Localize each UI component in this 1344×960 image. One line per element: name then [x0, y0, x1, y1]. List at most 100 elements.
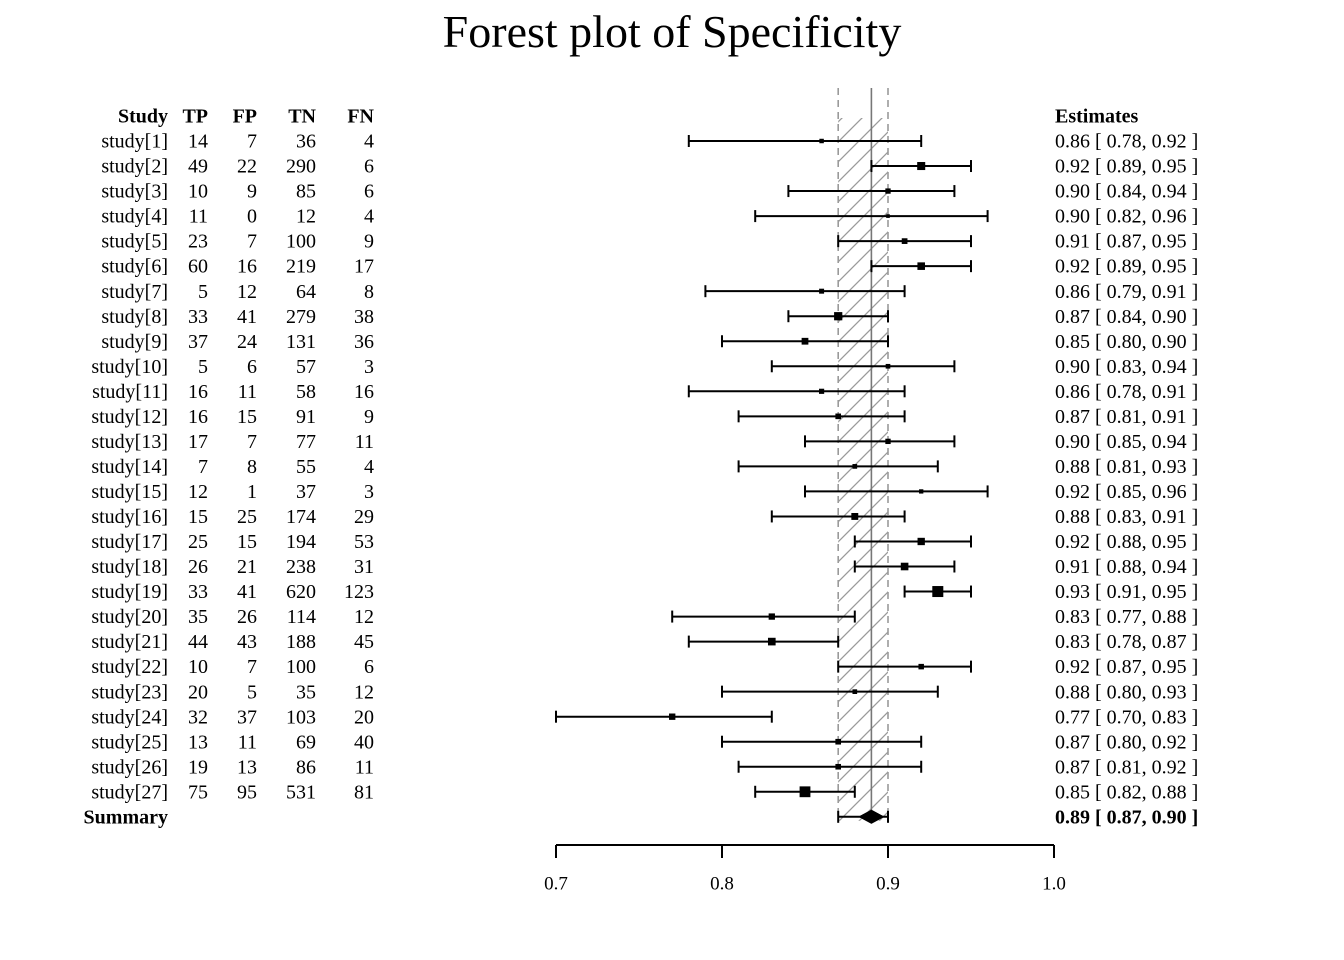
header-tp: TP: [182, 106, 208, 128]
study-estimate-label: 0.88 [ 0.83, 0.91 ]: [1055, 506, 1198, 528]
study-tn: 219: [286, 256, 316, 278]
study-name: study[5]: [101, 231, 168, 253]
point-estimate: [801, 337, 809, 345]
point-estimate: [835, 738, 842, 745]
study-fn: 123: [344, 581, 374, 603]
study-name: study[7]: [101, 281, 168, 303]
study-tp: 7: [198, 456, 208, 478]
study-estimate-label: 0.92 [ 0.89, 0.95 ]: [1055, 256, 1198, 278]
study-tn: 69: [296, 731, 316, 753]
study-fn: 9: [364, 231, 374, 253]
study-tp: 13: [188, 731, 208, 753]
study-fp: 25: [237, 506, 257, 528]
study-tn: 279: [286, 306, 316, 328]
study-estimate-label: 0.93 [ 0.91, 0.95 ]: [1055, 581, 1198, 603]
study-fp: 21: [237, 556, 257, 578]
study-tn: 12: [296, 206, 316, 228]
study-fp: 15: [237, 406, 257, 428]
study-tn: 620: [286, 581, 316, 603]
study-fp: 16: [237, 256, 257, 278]
study-tn: 85: [296, 181, 316, 203]
study-name: study[6]: [101, 256, 168, 278]
x-tick-label: 0.9: [876, 873, 900, 894]
study-tp: 33: [188, 581, 208, 603]
study-tn: 36: [296, 131, 316, 153]
study-estimate-label: 0.87 [ 0.81, 0.92 ]: [1055, 756, 1198, 778]
point-estimate: [835, 413, 842, 420]
study-tn: 531: [286, 781, 316, 803]
study-fp: 37: [237, 706, 257, 728]
study-name: study[21]: [91, 631, 168, 653]
study-tp: 44: [188, 631, 208, 653]
study-name: study[22]: [91, 656, 168, 678]
header-tn: TN: [288, 106, 316, 128]
study-fn: 3: [364, 481, 374, 503]
study-tn: 57: [296, 356, 316, 378]
summary-ci-hatch: [838, 118, 888, 821]
study-tp: 11: [189, 206, 208, 228]
point-estimate: [767, 637, 776, 646]
study-fn: 3: [364, 356, 374, 378]
summary-label: Summary: [84, 806, 168, 828]
point-estimate: [917, 262, 925, 270]
study-name: study[16]: [91, 506, 168, 528]
study-tp: 12: [188, 481, 208, 503]
header-estimates: Estimates: [1055, 106, 1139, 128]
study-estimate-label: 0.83 [ 0.78, 0.87 ]: [1055, 631, 1198, 653]
point-estimate: [885, 188, 891, 194]
point-estimate: [819, 388, 825, 394]
study-fn: 6: [364, 656, 374, 678]
study-tn: 37: [296, 481, 316, 503]
study-name: study[4]: [101, 206, 168, 228]
study-tp: 5: [198, 281, 208, 303]
study-tn: 35: [296, 681, 316, 703]
study-estimate-label: 0.87 [ 0.84, 0.90 ]: [1055, 306, 1198, 328]
x-tick-label: 0.8: [710, 873, 734, 894]
study-fn: 40: [354, 731, 374, 753]
study-tp: 16: [188, 406, 208, 428]
header-study: Study: [118, 106, 168, 128]
study-name: study[9]: [101, 331, 168, 353]
study-estimate-label: 0.92 [ 0.85, 0.96 ]: [1055, 481, 1198, 503]
study-tp: 26: [188, 556, 208, 578]
point-estimate: [885, 438, 891, 445]
study-name: study[14]: [91, 456, 168, 478]
study-tp: 25: [188, 531, 208, 553]
study-name: study[13]: [91, 431, 168, 453]
point-estimate: [834, 312, 843, 321]
study-estimate-label: 0.85 [ 0.80, 0.90 ]: [1055, 331, 1198, 353]
point-estimate: [900, 562, 909, 571]
study-fp: 8: [247, 456, 257, 478]
study-fp: 22: [237, 156, 257, 178]
study-fn: 6: [364, 156, 374, 178]
study-name: study[8]: [101, 306, 168, 328]
study-name: study[19]: [91, 581, 168, 603]
study-tn: 194: [286, 531, 316, 553]
header-fn: FN: [347, 106, 374, 128]
chart-title: Forest plot of Specificity: [442, 6, 902, 57]
point-estimate: [819, 138, 824, 144]
point-estimate: [768, 613, 775, 620]
summary-estimate-label: 0.89 [ 0.87, 0.90 ]: [1055, 806, 1198, 828]
study-fp: 12: [237, 281, 257, 303]
x-tick-label: 1.0: [1042, 873, 1066, 894]
study-estimate-label: 0.88 [ 0.80, 0.93 ]: [1055, 681, 1198, 703]
study-tp: 10: [188, 656, 208, 678]
study-name: study[17]: [91, 531, 168, 553]
study-tn: 91: [296, 406, 316, 428]
study-name: study[11]: [92, 381, 168, 403]
study-fp: 24: [237, 331, 257, 353]
study-tn: 100: [286, 656, 316, 678]
study-tn: 131: [286, 331, 316, 353]
point-estimate: [852, 464, 858, 469]
study-tn: 58: [296, 381, 316, 403]
study-fn: 20: [354, 706, 374, 728]
summary-ci-band: [837, 88, 889, 821]
study-fp: 11: [238, 731, 257, 753]
point-estimate: [885, 363, 891, 369]
study-fn: 31: [354, 556, 374, 578]
study-tn: 77: [296, 431, 316, 453]
study-tn: 86: [296, 756, 316, 778]
study-fp: 7: [247, 231, 257, 253]
study-fn: 45: [354, 631, 374, 653]
